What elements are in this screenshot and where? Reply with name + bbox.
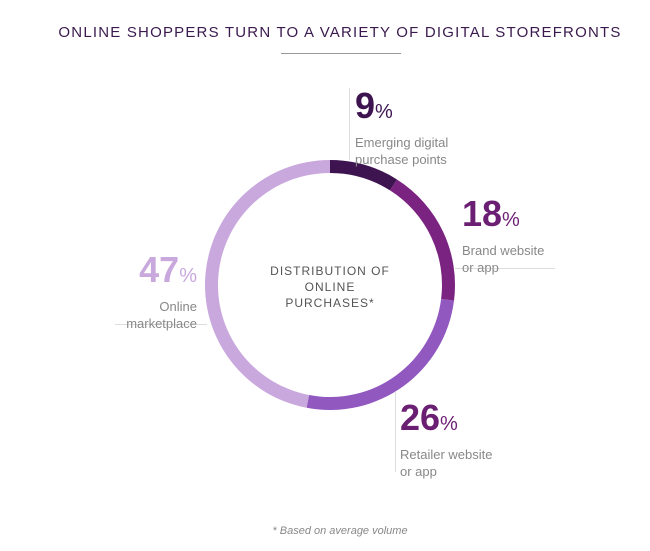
percent-sign: % (375, 101, 393, 123)
slice-label-brand: 18% Brand website or app (462, 196, 552, 276)
donut-slice-1 (390, 179, 456, 301)
percent-sign: % (179, 265, 197, 287)
slice-label-marketplace: 47% Online marketplace (100, 252, 197, 332)
slice-label-emerging: 9% Emerging digital purchase points (355, 88, 455, 168)
donut-slice-3 (204, 160, 330, 408)
percent-sign: % (440, 413, 458, 435)
center-label: DISTRIBUTION OF ONLINE PURCHASES* (270, 264, 390, 310)
leader-line (395, 392, 396, 472)
slice-description: Brand website or app (462, 243, 545, 275)
footnote: * Based on average volume (272, 525, 408, 537)
donut-slice-0 (330, 160, 397, 191)
leader-line (349, 88, 350, 160)
value-label: 47 (139, 249, 180, 290)
leader-line (115, 324, 207, 325)
title-underline (281, 53, 401, 54)
chart-title: ONLINE SHOPPERS TURN TO A VARIETY OF DIG… (58, 24, 622, 41)
percent-sign: % (502, 209, 520, 231)
slice-description: Online marketplace (126, 299, 197, 331)
leader-line (455, 268, 555, 269)
value-label: 26 (400, 397, 441, 438)
value-label: 9 (355, 85, 376, 126)
slice-description: Emerging digital purchase points (355, 135, 449, 167)
value-label: 18 (462, 193, 503, 234)
slice-description: Retailer website or app (400, 447, 493, 479)
donut-slice-2 (306, 299, 455, 410)
slice-label-retailer: 26% Retailer website or app (400, 400, 495, 480)
